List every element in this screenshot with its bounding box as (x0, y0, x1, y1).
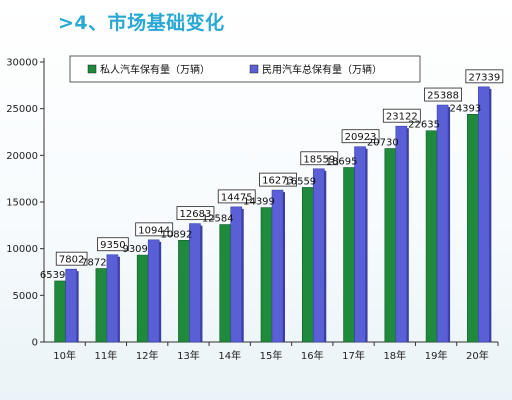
data-label-private: 9309 (122, 244, 147, 255)
data-label-private: 7872 (81, 258, 106, 269)
legend-label: 民用汽车总保有量（万辆） (262, 63, 382, 76)
data-label-box (135, 222, 174, 237)
bar-side (200, 225, 203, 342)
data-label-private: 10892 (161, 229, 193, 240)
bar (147, 239, 160, 343)
data-label-total: 27339 (468, 72, 500, 83)
data-label-private: 22635 (408, 120, 440, 131)
data-label-total: 7802 (59, 255, 84, 266)
bar-side (241, 208, 244, 342)
data-label-total: 10944 (138, 225, 170, 236)
bar (478, 86, 490, 343)
bar (312, 168, 325, 343)
data-label-box (424, 87, 462, 102)
bar (95, 268, 108, 343)
bar (106, 254, 119, 343)
bar (436, 104, 449, 343)
bar (395, 125, 408, 343)
y-tick-label: 30000 (6, 58, 38, 69)
bar (54, 280, 66, 343)
bar (219, 224, 232, 343)
data-label-total: 12683 (180, 209, 212, 220)
data-label-total: 18559 (303, 154, 335, 165)
bar-side (283, 192, 285, 342)
bar (384, 148, 397, 343)
bar (425, 130, 438, 343)
data-label-box (55, 251, 88, 266)
y-tick-label: 0 (32, 338, 38, 349)
y-tick-label: 20000 (6, 151, 38, 162)
bar-side (448, 107, 451, 342)
legend-swatch (249, 64, 259, 74)
bar-side (489, 88, 492, 342)
bar (271, 189, 284, 343)
y-tick-label: 15000 (6, 198, 38, 209)
data-label-private: 16559 (284, 176, 316, 187)
bar-side (324, 170, 327, 342)
data-label-total: 20923 (345, 132, 377, 143)
bar (467, 114, 479, 343)
bar (260, 207, 273, 343)
x-tick-label: 20年 (466, 349, 489, 362)
bar (343, 167, 355, 343)
data-label-box (465, 69, 504, 84)
data-label-box (341, 129, 380, 144)
data-label-box (259, 172, 297, 187)
y-tick-label: 10000 (6, 244, 38, 255)
x-tick-label: 10年 (53, 349, 76, 362)
bar (136, 254, 149, 343)
data-label-total: 9350 (100, 240, 125, 251)
legend-box (69, 55, 421, 83)
bar-side (159, 241, 162, 342)
bar-side (76, 271, 79, 342)
y-tick-label: 5000 (13, 291, 38, 302)
x-tick-label: 18年 (383, 349, 406, 362)
data-label-box (176, 206, 215, 221)
x-tick-label: 17年 (342, 349, 365, 362)
bar (178, 240, 190, 343)
y-tick-label: 25000 (6, 104, 38, 115)
chart-legend: 私人汽车保有量（万辆） 民用汽车总保有量（万辆） (69, 55, 421, 83)
bar (230, 206, 243, 343)
legend-label: 私人汽车保有量（万辆） (100, 63, 210, 76)
x-tick-label: 15年 (260, 349, 283, 362)
data-label-total: 16273 (262, 176, 294, 187)
bar (65, 268, 77, 343)
data-label-private: 24393 (449, 103, 481, 114)
bar (189, 223, 201, 343)
x-tick-label: 14年 (218, 349, 241, 362)
data-label-private: 20730 (367, 138, 399, 149)
data-label-box (300, 151, 339, 166)
data-label-box (217, 189, 256, 204)
page-title: >4、市场基础变化 (58, 12, 225, 34)
bar-side (117, 256, 120, 342)
data-label-box (97, 237, 129, 252)
data-label-box (382, 108, 421, 123)
bar (354, 146, 366, 343)
data-label-total: 14475 (221, 192, 253, 203)
data-label-private: 14399 (243, 197, 275, 208)
x-tick-label: 16年 (301, 349, 324, 362)
x-tick-label: 13年 (177, 349, 200, 362)
bar-side (406, 128, 409, 342)
chart-axes: 0 5000 10000 15000 20000 25000 30000 10年 11年 12年 1… (6, 58, 499, 362)
data-label-private: 6539 (40, 270, 65, 281)
legend-swatch (87, 64, 97, 74)
data-label-private: 18695 (326, 157, 358, 168)
data-label-total: 25388 (427, 91, 459, 102)
x-tick-label: 11年 (95, 349, 118, 362)
data-label-total: 23122 (386, 112, 418, 123)
x-tick-label: 19年 (425, 349, 448, 362)
x-tick-label: 12年 (136, 349, 159, 362)
bar (301, 187, 314, 343)
data-label-private: 12584 (202, 214, 234, 225)
bar-side (365, 148, 368, 342)
